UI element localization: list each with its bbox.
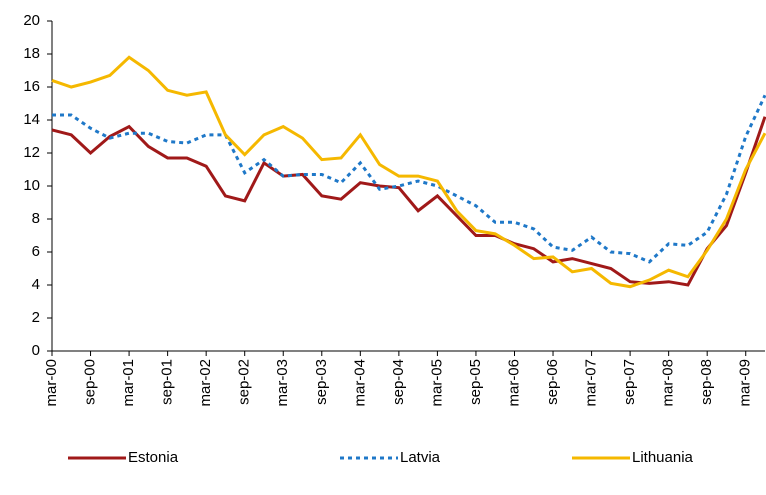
x-tick-label: sep-04 bbox=[390, 359, 407, 405]
series-line bbox=[51, 55, 766, 289]
x-tick-label: sep-07 bbox=[621, 359, 638, 405]
x-tick-label: mar-04 bbox=[351, 359, 368, 407]
x-tick-label: sep-00 bbox=[82, 359, 99, 405]
legend-label: Lithuania bbox=[632, 449, 694, 466]
y-tick-label: 0 bbox=[32, 342, 40, 359]
series-line bbox=[51, 116, 766, 287]
x-tick-label: sep-08 bbox=[698, 359, 715, 405]
x-tick-label: mar-05 bbox=[428, 359, 445, 407]
y-tick-label: 6 bbox=[32, 243, 40, 260]
x-tick-label: sep-03 bbox=[313, 359, 330, 405]
y-tick-label: 2 bbox=[32, 309, 40, 326]
legend-label: Estonia bbox=[128, 449, 179, 466]
y-tick-label: 12 bbox=[23, 144, 40, 161]
x-tick-label: mar-02 bbox=[197, 359, 214, 407]
y-tick-label: 10 bbox=[23, 177, 40, 194]
x-tick-label: mar-01 bbox=[120, 359, 137, 407]
y-tick-label: 14 bbox=[23, 111, 40, 128]
x-tick-label: mar-09 bbox=[737, 359, 754, 407]
x-tick-label: sep-02 bbox=[236, 359, 253, 405]
x-tick-label: mar-03 bbox=[274, 359, 291, 407]
y-tick-label: 18 bbox=[23, 45, 40, 62]
x-tick-label: sep-05 bbox=[467, 359, 484, 405]
x-tick-label: mar-08 bbox=[660, 359, 677, 407]
y-tick-label: 20 bbox=[23, 12, 40, 29]
y-tick-label: 8 bbox=[32, 210, 40, 227]
legend-label: Latvia bbox=[400, 449, 441, 466]
y-tick-label: 16 bbox=[23, 78, 40, 95]
x-tick-label: mar-07 bbox=[583, 359, 600, 407]
y-tick-label: 4 bbox=[32, 276, 40, 293]
x-tick-label: sep-01 bbox=[159, 359, 176, 405]
x-tick-label: mar-00 bbox=[43, 359, 60, 407]
x-tick-label: sep-06 bbox=[544, 359, 561, 405]
series-line bbox=[52, 94, 766, 264]
x-tick-label: mar-06 bbox=[505, 359, 522, 407]
